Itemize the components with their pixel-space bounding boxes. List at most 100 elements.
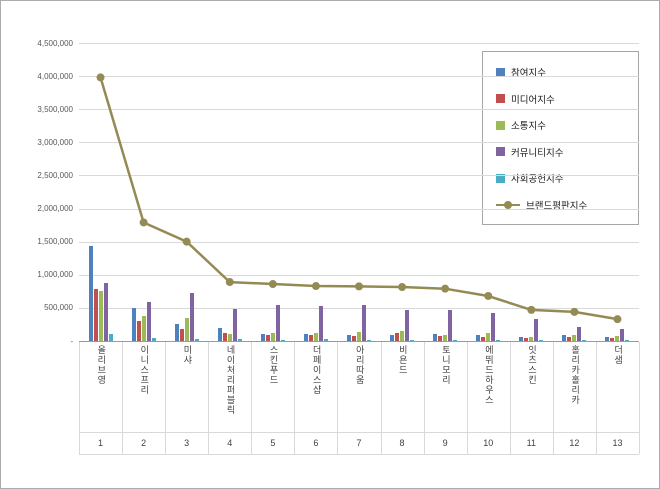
- x-axis-category-label: 더페이스샵: [311, 345, 322, 395]
- bar: [625, 340, 630, 341]
- x-axis-category-label: 토니모리: [440, 345, 451, 385]
- bar: [481, 336, 486, 341]
- bar: [610, 338, 615, 341]
- legend-swatch-icon: [496, 67, 505, 77]
- x-axis-category-label: 스킨푸드: [268, 345, 279, 385]
- trend-point: [355, 282, 363, 291]
- grid-line: [79, 43, 639, 44]
- legend-label: 소통지수: [511, 121, 546, 133]
- bar: [141, 315, 146, 341]
- category-separator: [165, 342, 167, 454]
- bar: [217, 328, 222, 341]
- bar: [433, 334, 438, 341]
- bar: [227, 334, 232, 341]
- y-axis-tick-label: 2,000,000: [37, 204, 73, 214]
- bar: [352, 336, 356, 341]
- bar: [448, 309, 453, 341]
- bar: [524, 338, 529, 341]
- x-axis-rank-label: 10: [483, 438, 494, 448]
- x-axis-rank-label: 2: [141, 438, 147, 448]
- legend-swatch-icon: [496, 120, 505, 130]
- x-axis-category-label: 홀리카홀리카: [570, 345, 581, 405]
- legend-label: 브랜드평판지수: [526, 200, 588, 212]
- x-axis-category-label: 미샤: [182, 345, 193, 365]
- bar: [151, 338, 156, 341]
- x-axis-category-label: 네이처리퍼블릭: [225, 345, 236, 415]
- bar: [362, 305, 366, 341]
- bar: [443, 335, 448, 341]
- legend-label: 참여지수: [511, 68, 546, 80]
- trend-point: [484, 291, 493, 300]
- bar: [174, 324, 179, 341]
- bar: [303, 333, 308, 341]
- category-separator: [466, 342, 468, 454]
- x-axis-rank-label: 9: [442, 438, 448, 448]
- category-separator: [337, 342, 339, 454]
- x-axis-rank-label: 7: [356, 438, 362, 448]
- x-axis-category-label: 이니스프리: [139, 345, 150, 395]
- bar: [367, 339, 371, 341]
- x-axis-rank-label: 3: [184, 438, 190, 448]
- grid-line: [79, 76, 639, 78]
- bar: [189, 292, 194, 341]
- grid-line: [79, 109, 639, 111]
- bar: [615, 336, 620, 341]
- bar: [313, 333, 318, 341]
- trend-point: [96, 73, 105, 82]
- legend-item: 브랜드평판지수: [483, 192, 638, 219]
- category-separator: [208, 342, 210, 454]
- trend-point: [613, 315, 622, 324]
- y-axis-tick-label: 4,500,000: [37, 38, 73, 48]
- rank-row-top-rule: [79, 432, 639, 433]
- y-axis-tick-label: 500,000: [44, 303, 73, 313]
- y-axis-tick-label: 3,000,000: [37, 137, 73, 147]
- bar: [237, 339, 242, 341]
- legend-item: 미디어지수: [483, 86, 638, 113]
- trend-point: [139, 218, 148, 227]
- trend-point: [398, 283, 407, 292]
- legend-item: 사회공헌지수: [483, 165, 638, 192]
- trend-point: [570, 307, 579, 316]
- bar: [562, 334, 567, 341]
- legend-label: 사회공헌지수: [511, 174, 564, 186]
- bar: [260, 334, 265, 341]
- category-separator: [509, 342, 511, 454]
- x-axis-category-label: 비욘드: [397, 345, 408, 375]
- trend-point: [268, 280, 277, 289]
- category-separator: [251, 342, 253, 454]
- x-axis-rank-label: 5: [270, 438, 276, 448]
- bar: [88, 246, 93, 341]
- y-axis-tick-label: 3,500,000: [37, 104, 73, 114]
- bar: [222, 333, 227, 341]
- bar: [347, 334, 351, 341]
- x-axis-category-label: 에뛰드하우스: [483, 345, 494, 405]
- bar: [184, 318, 189, 341]
- legend-label: 미디어지수: [511, 94, 555, 106]
- grid-line: [79, 241, 639, 243]
- bar: [620, 328, 625, 341]
- bar: [567, 337, 572, 341]
- y-axis-tick-label: -: [70, 336, 73, 346]
- bar: [390, 335, 395, 341]
- bar: [131, 307, 136, 341]
- y-axis-tick-label: 4,000,000: [37, 71, 73, 81]
- bar: [275, 304, 280, 341]
- bar: [572, 335, 577, 341]
- y-axis-tick-label: 1,500,000: [37, 237, 73, 247]
- bar: [108, 334, 113, 341]
- category-separator: [552, 342, 554, 454]
- x-axis-rank-label: 8: [399, 438, 405, 448]
- category-separator: [122, 342, 124, 454]
- x-axis-category-label: 잇츠스킨: [527, 345, 538, 385]
- grid-line: [79, 175, 639, 177]
- legend-item: 소통지수: [483, 112, 638, 139]
- category-separator: [79, 342, 80, 454]
- bar: [496, 340, 501, 341]
- bar: [519, 337, 524, 341]
- bar: [486, 333, 491, 341]
- bar: [93, 288, 98, 341]
- trend-point: [441, 284, 450, 293]
- bar: [438, 336, 443, 341]
- bar: [194, 339, 199, 341]
- legend-label: 커뮤니티지수: [511, 147, 564, 159]
